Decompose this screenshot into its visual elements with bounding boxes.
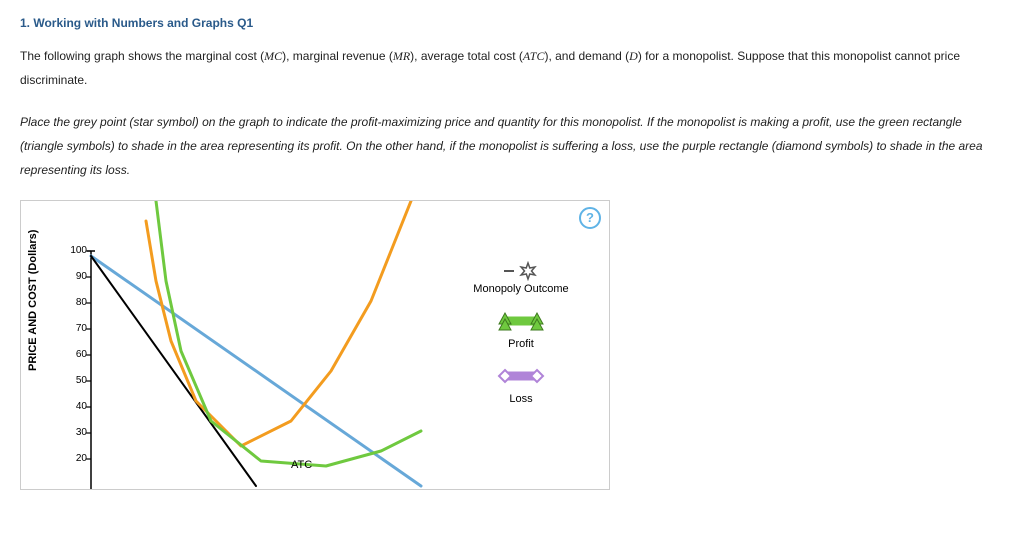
y-tick-label: 90 — [61, 271, 87, 282]
triangle-rect-icon — [493, 309, 549, 333]
legend-profit[interactable]: Profit — [451, 309, 591, 350]
y-tick-label: 50 — [61, 375, 87, 386]
help-button[interactable]: ? — [579, 207, 601, 229]
legend-monopoly-outcome[interactable]: Monopoly Outcome — [451, 261, 591, 295]
y-tick-label: 60 — [61, 349, 87, 360]
y-tick-label: 70 — [61, 323, 87, 334]
legend-label: Monopoly Outcome — [451, 283, 591, 295]
y-tick-label: 40 — [61, 401, 87, 412]
dash-icon — [504, 270, 514, 272]
legend-label: Loss — [451, 393, 591, 405]
diamond-rect-icon — [493, 364, 549, 388]
intro-paragraph: The following graph shows the marginal c… — [20, 44, 1004, 92]
legend-label: Profit — [451, 338, 591, 350]
y-tick-label: 100 — [61, 245, 87, 256]
legend-loss[interactable]: Loss — [451, 364, 591, 405]
legend: Monopoly Outcome Profit Loss — [451, 261, 591, 419]
y-axis-label: PRICE AND COST (Dollars) — [27, 230, 39, 371]
chart-plot-area[interactable]: 2030405060708090100 DATC — [61, 251, 421, 490]
question-heading: 1. Working with Numbers and Graphs Q1 — [20, 16, 1004, 30]
y-tick-label: 20 — [61, 453, 87, 464]
star-icon — [518, 261, 538, 281]
instructions-paragraph: Place the grey point (star symbol) on th… — [20, 110, 1004, 182]
y-tick-label: 80 — [61, 297, 87, 308]
y-tick-label: 30 — [61, 427, 87, 438]
curve-label: ATC — [291, 459, 312, 471]
graph-panel: ? PRICE AND COST (Dollars) 20 30 40 50 60 70 8… — [20, 200, 610, 490]
